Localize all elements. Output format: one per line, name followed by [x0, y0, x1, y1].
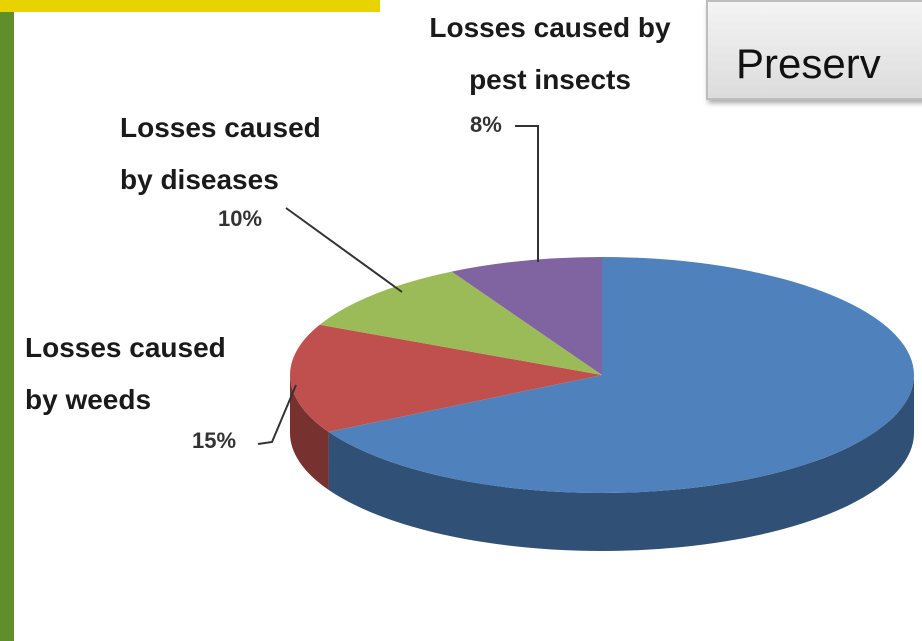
category-label: Losses caused by pest insects	[415, 2, 685, 106]
category-label: Losses caused by weeds	[25, 322, 245, 426]
chart: Preserv Losses caused by weeds15% Losses …	[0, 0, 922, 641]
category-label: Losses caused by diseases	[120, 102, 340, 206]
value-label: 8%	[470, 112, 502, 138]
leader-line	[286, 208, 402, 292]
background-strip	[0, 0, 380, 12]
leader-line	[515, 126, 538, 262]
chart-title: Preserv	[706, 0, 922, 100]
value-label: 10%	[218, 206, 262, 232]
background-strip	[0, 0, 14, 641]
value-label: 15%	[192, 428, 236, 454]
pie	[290, 257, 914, 551]
